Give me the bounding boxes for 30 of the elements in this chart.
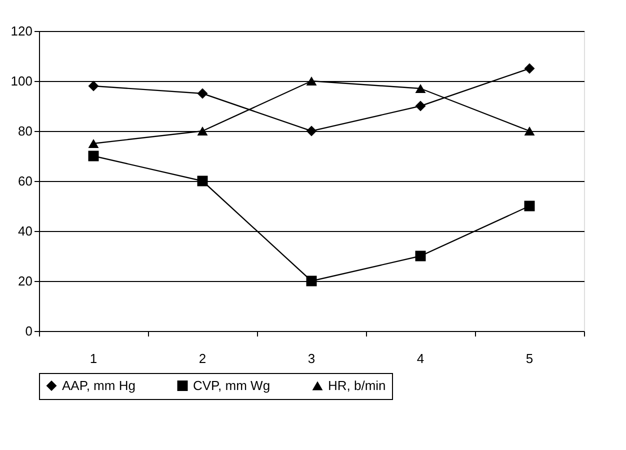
- y-tick-label: 100: [10, 74, 32, 88]
- point: [524, 126, 535, 136]
- y-tick-label: 60: [18, 174, 32, 188]
- point: [524, 63, 535, 74]
- legend-label: HR, b/min: [328, 378, 386, 393]
- point: [197, 126, 208, 136]
- point: [524, 200, 535, 212]
- point: [415, 250, 426, 262]
- y-tick-label: 120: [10, 24, 32, 38]
- point: [88, 80, 99, 92]
- point: [306, 126, 317, 136]
- x-tick-label: 4: [416, 351, 424, 366]
- y-tick-label: 20: [18, 274, 32, 288]
- x-tick-label: 1: [90, 351, 98, 366]
- x-tick-label: 2: [198, 351, 206, 366]
- point: [197, 176, 208, 186]
- y-tick-label: 40: [18, 224, 32, 238]
- y-tick-label: 0: [25, 324, 32, 338]
- point: [306, 76, 317, 86]
- x-tick-label: 5: [526, 351, 534, 366]
- x-tick-label: 3: [308, 351, 316, 366]
- point: [88, 150, 99, 162]
- point: [197, 88, 208, 99]
- point: [415, 84, 426, 94]
- legend-label: CVP, mm Wg: [193, 378, 270, 393]
- legend-label: AAP, mm Hg: [62, 378, 136, 393]
- point: [88, 138, 99, 148]
- y-tick-label: 80: [18, 124, 32, 138]
- point: [306, 276, 317, 286]
- point: [415, 100, 426, 112]
